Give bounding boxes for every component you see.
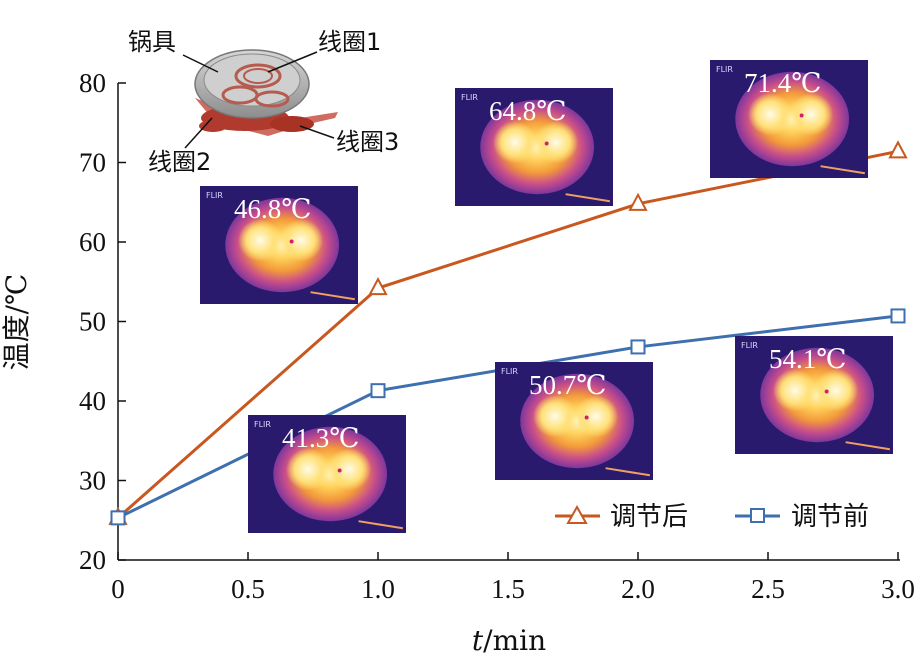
flir-logo: FLIR [716,65,733,74]
thermal-image: FLIR 50.7℃ [495,362,653,480]
thermal-image: FLIR 54.1℃ [735,336,893,454]
y-tick-label: 70 [79,148,106,178]
coil2-leader-line [184,117,213,149]
thermal-hotspot-right [789,93,834,136]
thermal-image: FLIR 71.4℃ [710,60,868,178]
thermal-hotspot-left [237,219,283,262]
y-ticks: 20 30 40 50 60 70 80 [79,68,126,575]
x-axis-var: t [472,624,484,657]
thermal-hotspot-right [534,121,579,164]
thermal-spot-marker [337,468,342,473]
thermal-image: FLIR 41.3℃ [248,415,406,533]
x-axis-title: t/min [472,624,546,657]
x-tick-label: 2.5 [751,574,785,604]
data-point-triangle [628,192,648,211]
y-axis-title: 温度/℃ [0,274,33,371]
thermal-temperature-label: 54.1℃ [769,344,846,374]
thermal-spot-marker [824,389,829,394]
thermal-spot-marker [544,141,549,146]
data-point-square [110,510,126,526]
thermal-hotspot-left [532,395,578,438]
thermal-hotspot-left [285,448,331,491]
thermal-hotspot-right [814,369,859,412]
legend: 调节后 调节前 [555,502,869,532]
thermal-hotspot-left [772,369,818,412]
thermal-temperature-label: 71.4℃ [744,68,821,98]
coil-diagram-inset: 锅具 线圈1 线圈2 线圈3 [128,28,399,176]
flir-logo: FLIR [501,367,518,376]
y-tick-label: 50 [79,307,106,337]
thermal-pan-handle [605,467,650,477]
thermal-hotspot-right [327,448,372,491]
x-ticks: 0 0.5 1.0 1.5 2.0 2.5 3.0 [111,552,915,604]
thermal-temperature-label: 46.8℃ [234,194,311,224]
coil1-leader-line [267,51,318,73]
pot-label: 锅具 [128,28,176,56]
legend-item-after: 调节后 [555,502,688,532]
thermal-hotspot-right [574,395,619,438]
thermal-image: FLIR 64.8℃ [455,88,613,206]
y-tick-label: 40 [79,386,106,416]
flir-logo: FLIR [206,191,223,200]
thermal-hotspot-left [492,121,538,164]
x-tick-label: 2.0 [621,574,655,604]
data-point-square [370,383,386,399]
thermal-pan-handle [820,165,865,175]
thermal-pan-handle [565,193,610,203]
axes: 20 30 40 50 60 70 80 0 0.5 1.0 1.5 2.0 2.5 3.0 [79,68,915,604]
x-tick-label: 3.0 [881,574,915,604]
flir-logo: FLIR [461,93,478,102]
x-tick-label: 1.5 [491,574,525,604]
legend-label-after: 调节后 [610,502,688,532]
thermal-temperature-label: 41.3℃ [282,423,359,453]
thermal-hotspot-left [747,93,793,136]
flir-logo: FLIR [254,420,271,429]
data-point-triangle [888,140,908,159]
thermal-spot-marker [289,239,294,244]
thermal-pan-handle [310,291,355,301]
coil3-leader-line [299,125,335,139]
legend-label-before: 调节前 [791,502,869,532]
coil2-label: 线圈2 [148,148,211,176]
y-tick-label: 60 [79,227,106,257]
thermal-spot-marker [584,415,589,420]
y-tick-label: 80 [79,68,106,98]
x-axis-unit: /min [483,624,546,657]
coil3-label: 线圈3 [336,128,399,156]
thermal-pan-handle [358,520,403,530]
thermal-spot-marker [799,113,804,118]
thermal-temperature-label: 50.7℃ [529,370,606,400]
thermal-pan-handle [845,441,890,451]
x-tick-label: 0.5 [231,574,265,604]
thermal-hotspot-right [279,219,324,262]
coil1-label: 线圈1 [318,28,381,56]
flir-logo: FLIR [741,341,758,350]
coil-diagram-graphic [194,49,338,136]
y-tick-label: 20 [79,545,106,575]
x-tick-label: 0 [111,574,125,604]
data-point-square [630,339,646,355]
legend-item-before: 调节前 [735,502,869,532]
x-tick-label: 1.0 [361,574,395,604]
y-tick-label: 30 [79,466,106,496]
thermal-image: FLIR 46.8℃ [200,186,358,304]
legend-marker-after [566,504,588,524]
pot-leader-line [182,54,219,73]
data-point-square [890,308,906,324]
thermal-temperature-label: 64.8℃ [489,96,566,126]
data-point-triangle [368,276,388,296]
legend-marker-before [750,508,765,523]
